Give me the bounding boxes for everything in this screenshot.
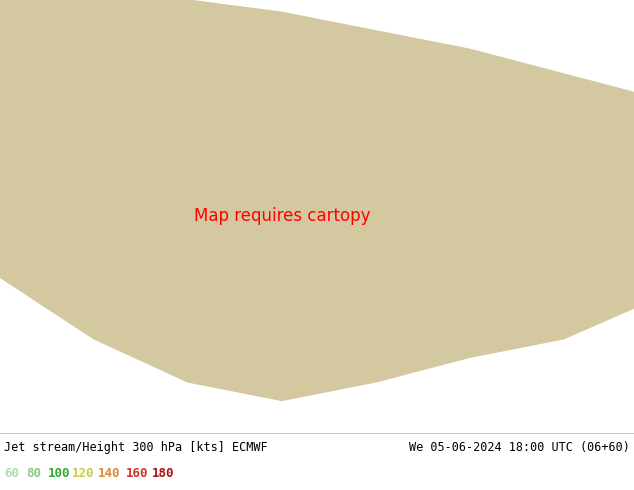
Text: 160: 160: [126, 467, 148, 480]
Text: 120: 120: [72, 467, 94, 480]
Text: 180: 180: [152, 467, 174, 480]
Text: 60: 60: [4, 467, 19, 480]
Polygon shape: [0, 0, 634, 400]
Text: We 05-06-2024 18:00 UTC (06+60): We 05-06-2024 18:00 UTC (06+60): [409, 441, 630, 454]
Text: 140: 140: [98, 467, 120, 480]
Text: Map requires cartopy: Map requires cartopy: [193, 207, 370, 224]
Text: Jet stream/Height 300 hPa [kts] ECMWF: Jet stream/Height 300 hPa [kts] ECMWF: [4, 441, 268, 454]
Text: 80: 80: [26, 467, 41, 480]
Text: 100: 100: [48, 467, 70, 480]
